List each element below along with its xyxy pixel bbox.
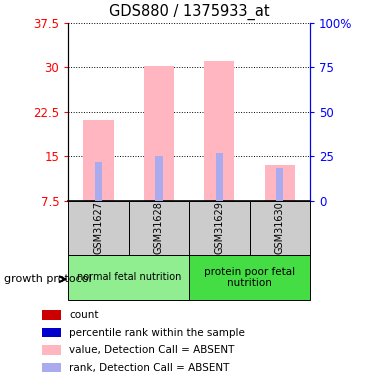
Bar [250,201,310,255]
Bar [83,120,113,201]
Bar [42,363,61,372]
Bar [68,201,129,255]
Bar [95,162,102,201]
Text: count: count [69,310,99,320]
Text: rank, Detection Call = ABSENT: rank, Detection Call = ABSENT [69,363,230,373]
Text: growth protocol: growth protocol [4,274,92,284]
Bar [42,310,61,320]
Text: GSM31629: GSM31629 [215,201,224,254]
Bar [265,165,295,201]
Bar [68,255,189,300]
Bar [276,168,284,201]
Title: GDS880 / 1375933_at: GDS880 / 1375933_at [109,3,269,20]
Bar [204,61,234,201]
Text: GSM31627: GSM31627 [94,201,103,254]
Text: GSM31628: GSM31628 [154,201,164,254]
Bar [189,255,310,300]
Bar [129,201,189,255]
Bar [216,153,223,201]
Text: percentile rank within the sample: percentile rank within the sample [69,328,245,338]
Bar [42,345,61,355]
Bar [189,201,250,255]
Bar [155,156,163,201]
Bar [42,328,61,338]
Text: protein poor fetal
nutrition: protein poor fetal nutrition [204,267,295,288]
Bar [144,66,174,201]
Text: value, Detection Call = ABSENT: value, Detection Call = ABSENT [69,345,235,355]
Text: GSM31630: GSM31630 [275,201,285,254]
Text: normal fetal nutrition: normal fetal nutrition [76,273,181,282]
